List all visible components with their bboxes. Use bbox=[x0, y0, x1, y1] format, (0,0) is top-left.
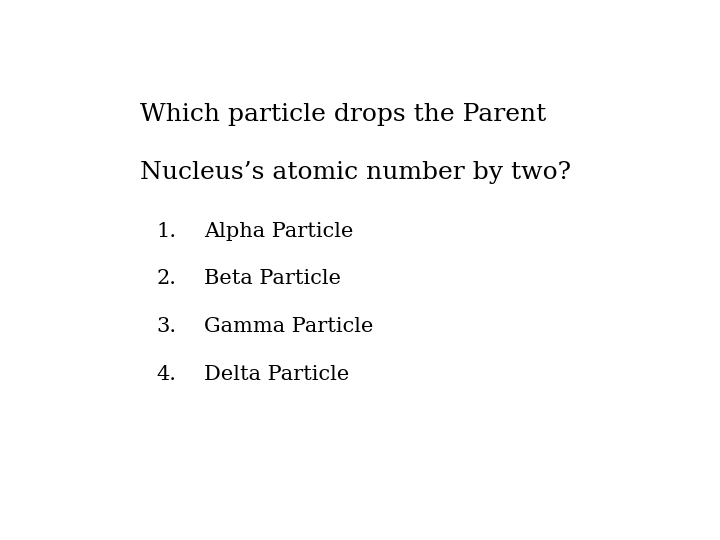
Text: Delta Particle: Delta Particle bbox=[204, 365, 350, 384]
Text: 4.: 4. bbox=[156, 365, 176, 384]
Text: Nucleus’s atomic number by two?: Nucleus’s atomic number by two? bbox=[140, 161, 572, 184]
Text: Gamma Particle: Gamma Particle bbox=[204, 318, 374, 336]
Text: 2.: 2. bbox=[156, 269, 176, 288]
Text: Beta Particle: Beta Particle bbox=[204, 269, 341, 288]
Text: 3.: 3. bbox=[156, 318, 176, 336]
Text: Which particle drops the Parent: Which particle drops the Parent bbox=[140, 103, 546, 126]
Text: Alpha Particle: Alpha Particle bbox=[204, 221, 354, 241]
Text: 1.: 1. bbox=[156, 221, 176, 241]
